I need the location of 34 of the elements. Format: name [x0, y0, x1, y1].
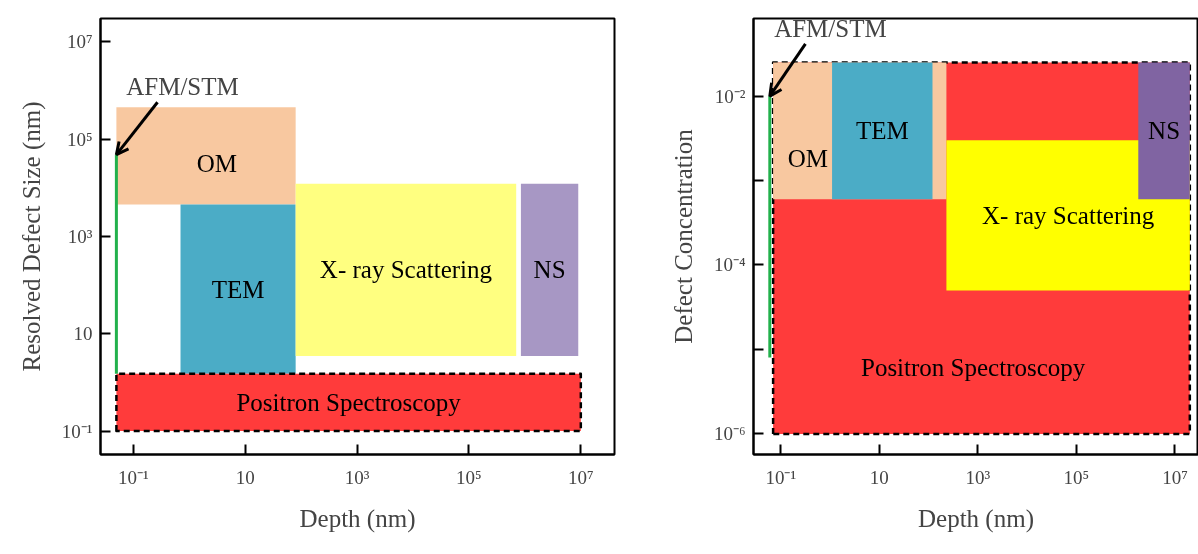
- y-tick-label: 10³: [67, 225, 93, 247]
- x-tick-label: 10⁵: [456, 466, 482, 488]
- series-label: NS: [1148, 117, 1181, 145]
- x-tick-label: 10³: [344, 466, 370, 488]
- x-tick-label: 10⁵: [1063, 466, 1090, 488]
- x-tick-label: 10: [235, 466, 255, 488]
- x-tick-label: 10⁻¹: [765, 466, 797, 488]
- x-axis-title: Depth (nm): [299, 504, 416, 533]
- series-label: OM: [196, 150, 237, 178]
- x-tick-label: 10⁷: [568, 466, 594, 488]
- y-tick-label: 10: [73, 323, 93, 345]
- series-label: NS: [533, 256, 566, 284]
- y-axis-title: Defect Concentration: [669, 128, 697, 344]
- series-label: TEM: [855, 117, 909, 145]
- x-tick-label: 10⁷: [1162, 466, 1188, 488]
- annotation: AFM/STM: [126, 73, 239, 101]
- series-label: OM: [787, 144, 828, 172]
- series-label: X- ray Scattering: [319, 256, 493, 284]
- y-tick-label: 10⁻⁴: [713, 254, 746, 276]
- y-axis-title: Resolved Defect Size (nm): [17, 101, 46, 372]
- y-tick-label: 10⁻⁶: [713, 423, 746, 445]
- x-tick-label: 10⁻¹: [117, 466, 149, 488]
- annotation: AFM/STM: [774, 14, 887, 42]
- y-tick-label: 10⁵: [66, 128, 93, 150]
- x-axis-title: Depth (nm): [918, 504, 1034, 533]
- series-label: TEM: [211, 275, 265, 303]
- y-tick-label: 10⁻¹: [61, 420, 93, 442]
- series-label: Positron Spectroscopy: [236, 388, 462, 416]
- x-tick-label: 10³: [965, 466, 991, 488]
- x-tick-label: 10: [869, 466, 889, 488]
- y-tick-label: 10⁷: [66, 31, 93, 53]
- series-label: X- ray Scattering: [982, 201, 1155, 229]
- series-label: Positron Spectroscopy: [860, 353, 1086, 381]
- y-tick-label: 10⁻²: [714, 85, 746, 107]
